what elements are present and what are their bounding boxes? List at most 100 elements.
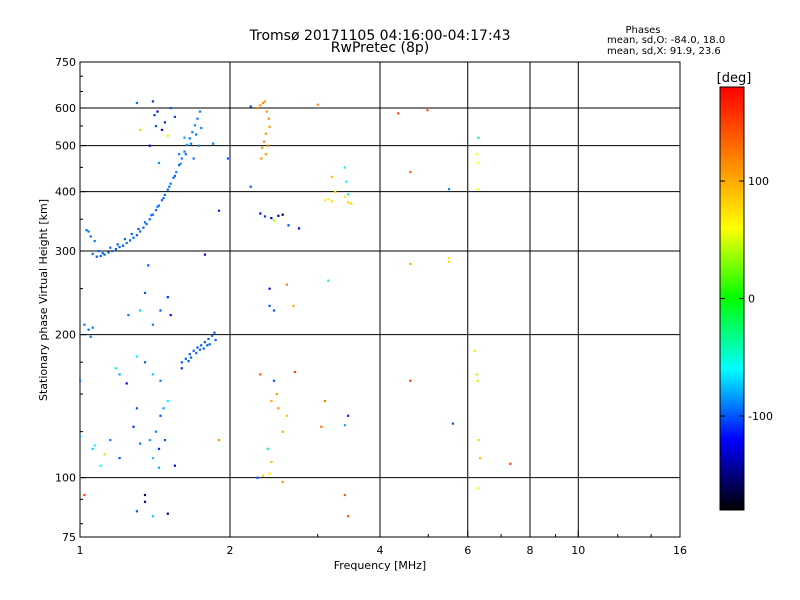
x-axis-label: Frequency [MHz] [334,559,426,572]
echo-point [142,226,145,229]
echo-point [272,309,276,312]
echo-point [166,296,169,299]
y-tick-label: 400 [55,186,76,199]
echo-point [285,414,288,417]
echo-point [249,105,252,108]
y-axis-label: Stationary phase Virtual Height [km] [37,199,50,401]
echo-point [145,223,148,226]
y-tick-label: 75 [62,531,76,544]
echo-point [476,188,479,191]
echo-point [160,128,164,131]
echo-point [162,197,165,200]
echo-point [447,188,451,191]
echo-point [91,326,94,329]
echo-point [180,157,183,160]
echo-point [97,250,100,253]
echo-point [475,153,478,156]
echo-point [281,480,284,483]
echo-point [125,241,128,245]
echo-point [330,175,333,178]
y-tick-label: 750 [55,56,76,69]
echo-point [169,107,172,110]
echo-point [184,153,187,156]
echo-point [195,352,198,355]
echo-point [347,515,350,518]
echo-point [151,515,154,518]
echo-point [180,361,183,364]
echo-point [190,356,193,359]
echo-point [87,230,90,233]
echo-point [89,335,92,338]
echo-point [327,198,330,201]
echo-point [259,373,262,376]
echo-point [397,112,400,115]
echo-point [148,144,151,147]
echo-point [139,128,142,131]
y-tick-label: 500 [55,140,76,153]
echo-point [129,239,132,242]
echo-point [91,252,94,255]
stats-heading: Phases [625,25,660,36]
y-tick-label: 200 [55,329,76,342]
echo-point [188,353,191,356]
echo-point [101,252,104,255]
echo-point [272,379,276,382]
echo-point [143,291,147,294]
y-tick-label: 100 [55,472,76,485]
echo-point [135,407,138,410]
echo-point [79,379,82,382]
echo-point [447,260,451,263]
echo-point [114,248,117,251]
echo-point [188,137,191,140]
echo-point [156,110,159,113]
echo-point [178,164,181,167]
echo-point [151,323,154,326]
echo-point [157,447,161,450]
echo-point [83,493,86,497]
echo-point [270,460,273,463]
echo-point [259,104,262,107]
echo-point [151,373,154,376]
echo-point [186,143,189,146]
echo-point [263,215,267,218]
echo-point [125,382,128,385]
echo-point [195,133,198,136]
echo-point [163,121,166,124]
echo-point [114,367,117,370]
echo-point [166,188,169,191]
echo-point [107,251,110,254]
echo-point [409,262,412,265]
echo-point [477,136,480,139]
echo-point [264,132,267,135]
echo-point [132,425,135,428]
echo-point [169,314,172,317]
echo-point [173,115,176,118]
echo-point [268,287,271,290]
echo-point [139,309,142,312]
echo-point [154,209,158,212]
echo-point [157,204,161,207]
echo-point [127,314,130,317]
echo-point [476,487,479,490]
echo-point [87,328,90,331]
x-tick-label: 1 [77,544,84,557]
echo-point [316,103,319,106]
echo-point [334,190,337,193]
echo-point [213,331,216,334]
echo-point [151,213,154,216]
echo-point [262,474,265,477]
colorbar-label: [deg] [717,71,752,86]
echo-point [83,323,86,326]
echo-point [476,379,479,382]
echo-point [196,346,199,349]
echo-point [197,144,200,147]
echo-point [85,229,88,232]
echo-point [191,131,194,134]
echo-point [151,100,154,103]
echo-point [122,244,125,247]
echo-point [137,227,140,231]
echo-point [99,464,102,467]
echo-point [211,334,214,337]
echo-point [323,400,326,403]
echo-point [148,218,151,221]
